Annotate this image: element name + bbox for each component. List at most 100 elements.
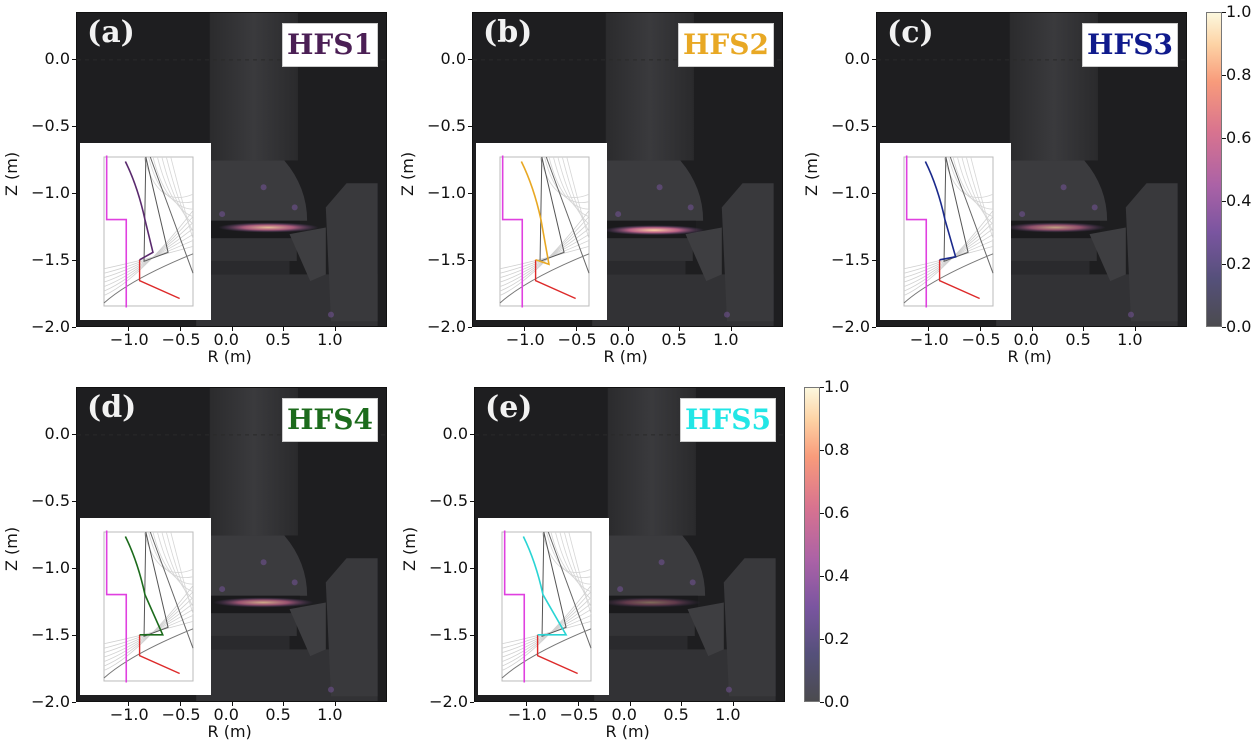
x-tick-mark (927, 327, 929, 331)
x-tick-label: 0.5 (265, 705, 291, 724)
x-tick-label: −0.5 (559, 705, 599, 724)
y-tick-label: 0.0 (442, 423, 468, 443)
y-axis-label: Z (m) (802, 151, 821, 196)
divertor-dome (594, 535, 706, 596)
x-tick-label: 0.5 (661, 330, 687, 349)
x-tick-mark (231, 327, 233, 331)
panel-title: HFS4 (281, 398, 378, 442)
emission-spot (725, 686, 732, 693)
colorbar-tick-mark (820, 702, 824, 703)
y-tick-mark (72, 634, 76, 636)
emission-spot (658, 559, 665, 566)
x-tick-label: 0.0 (609, 330, 635, 349)
x-tick-label: 0.0 (213, 330, 239, 349)
y-axis-label: Z (m) (400, 526, 419, 571)
x-tick-mark (231, 702, 233, 706)
x-axis-label: R (m) (605, 722, 650, 741)
y-tick-label: −0.5 (831, 115, 870, 135)
emission-spot (656, 184, 663, 191)
colorbar-tick-mark (1222, 327, 1226, 328)
y-tick-label: 0.0 (844, 48, 870, 68)
x-axis-label: R (m) (207, 347, 252, 366)
colorbar-tick-label: 0.6 (1226, 128, 1252, 147)
emission-spot (1091, 204, 1098, 211)
colorbar-tick-label: 0.6 (824, 503, 850, 522)
x-axis-label: R (m) (207, 722, 252, 741)
y-tick-mark (72, 327, 76, 328)
y-tick-mark (72, 259, 76, 261)
y-tick-mark (468, 192, 472, 194)
x-tick-mark (179, 702, 181, 706)
x-tick-mark (577, 702, 579, 706)
colorbar-tick-mark (1222, 264, 1226, 265)
y-tick-mark (72, 500, 76, 502)
x-tick-label: 0.5 (1065, 330, 1091, 349)
colorbar-tick-mark (1222, 12, 1226, 13)
colorbar-tick-label: 0.0 (1226, 317, 1252, 336)
inset-diagram (103, 155, 194, 308)
colorbar-tick-mark (820, 387, 824, 388)
x-tick-label: −1.0 (505, 330, 545, 349)
y-tick-label: −0.5 (427, 115, 466, 135)
emission-spot (615, 211, 622, 218)
inset-diagram (501, 530, 592, 683)
x-tick-label: 0.0 (213, 705, 239, 724)
x-tick-mark (179, 327, 181, 331)
y-tick-mark (872, 327, 876, 328)
y-tick-mark (72, 433, 76, 435)
colorbar-tick-label: 0.0 (824, 692, 850, 711)
inset-target-line (536, 634, 578, 675)
panel-title: HFS2 (677, 23, 774, 67)
y-tick-mark (872, 58, 876, 60)
x-tick-label: 1.0 (317, 705, 343, 724)
x-tick-mark (1083, 327, 1085, 331)
panel-label: (c) (887, 15, 934, 50)
inset-target-line (138, 259, 180, 300)
x-tick-label: 0.0 (1013, 330, 1039, 349)
panel-title: HFS1 (281, 23, 378, 67)
x-tick-label: −1.0 (909, 330, 949, 349)
inset-geometry (880, 143, 1011, 320)
divertor-dome (196, 160, 308, 221)
emission-spot (260, 184, 267, 191)
x-tick-mark (1135, 327, 1137, 331)
emission-spot (291, 579, 298, 586)
y-tick-label: −1.5 (429, 624, 468, 644)
emission-spot (327, 311, 334, 318)
x-tick-mark (335, 702, 337, 706)
colorbar-tick-mark (1222, 138, 1226, 139)
x-tick-label: 1.0 (715, 705, 741, 724)
plot-area: (e) HFS5 (474, 387, 785, 702)
colorbar (1206, 12, 1222, 327)
plot-area: (d) HFS4 (76, 387, 387, 702)
inset-leg-trace (522, 536, 568, 636)
colorbar-tick-label: 0.4 (1226, 191, 1252, 210)
inset-diagram (499, 155, 590, 308)
x-tick-label: −0.5 (557, 330, 597, 349)
x-tick-label: 0.5 (663, 705, 689, 724)
panel-hfs4: (d) HFS4 −1.0 −0.5 0.0 0.5 1.0 0.0 −0.5 −1.0 −1.5 −… (2, 387, 387, 741)
colorbar-tick-label: 0.8 (824, 440, 850, 459)
x-tick-label: −0.5 (961, 330, 1001, 349)
plot-area: (b) HFS2 (472, 12, 783, 327)
y-tick-label: 0.0 (44, 48, 70, 68)
plot-area: (c) HFS3 (876, 12, 1187, 327)
x-tick-label: 1.0 (317, 330, 343, 349)
y-tick-label: −1.5 (31, 249, 70, 269)
panel-label: (e) (485, 390, 533, 425)
x-tick-mark (525, 702, 527, 706)
x-tick-mark (127, 702, 129, 706)
x-tick-mark (731, 327, 733, 331)
y-tick-label: 0.0 (440, 48, 466, 68)
inset-wall-line (105, 155, 128, 308)
inset-diagram (903, 155, 994, 308)
x-tick-mark (979, 327, 981, 331)
inset-geometry (80, 518, 211, 695)
x-tick-label: 0.5 (265, 330, 291, 349)
x-tick-label: −1.0 (109, 330, 149, 349)
y-tick-label: 0.0 (44, 423, 70, 443)
y-tick-mark (468, 125, 472, 127)
y-tick-mark (72, 192, 76, 194)
inset-geometry (80, 143, 211, 320)
x-tick-label: −1.0 (109, 705, 149, 724)
